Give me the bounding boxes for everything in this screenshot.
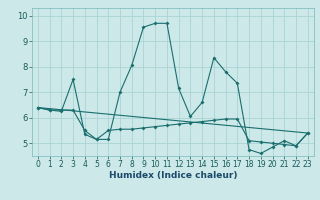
X-axis label: Humidex (Indice chaleur): Humidex (Indice chaleur) <box>108 171 237 180</box>
